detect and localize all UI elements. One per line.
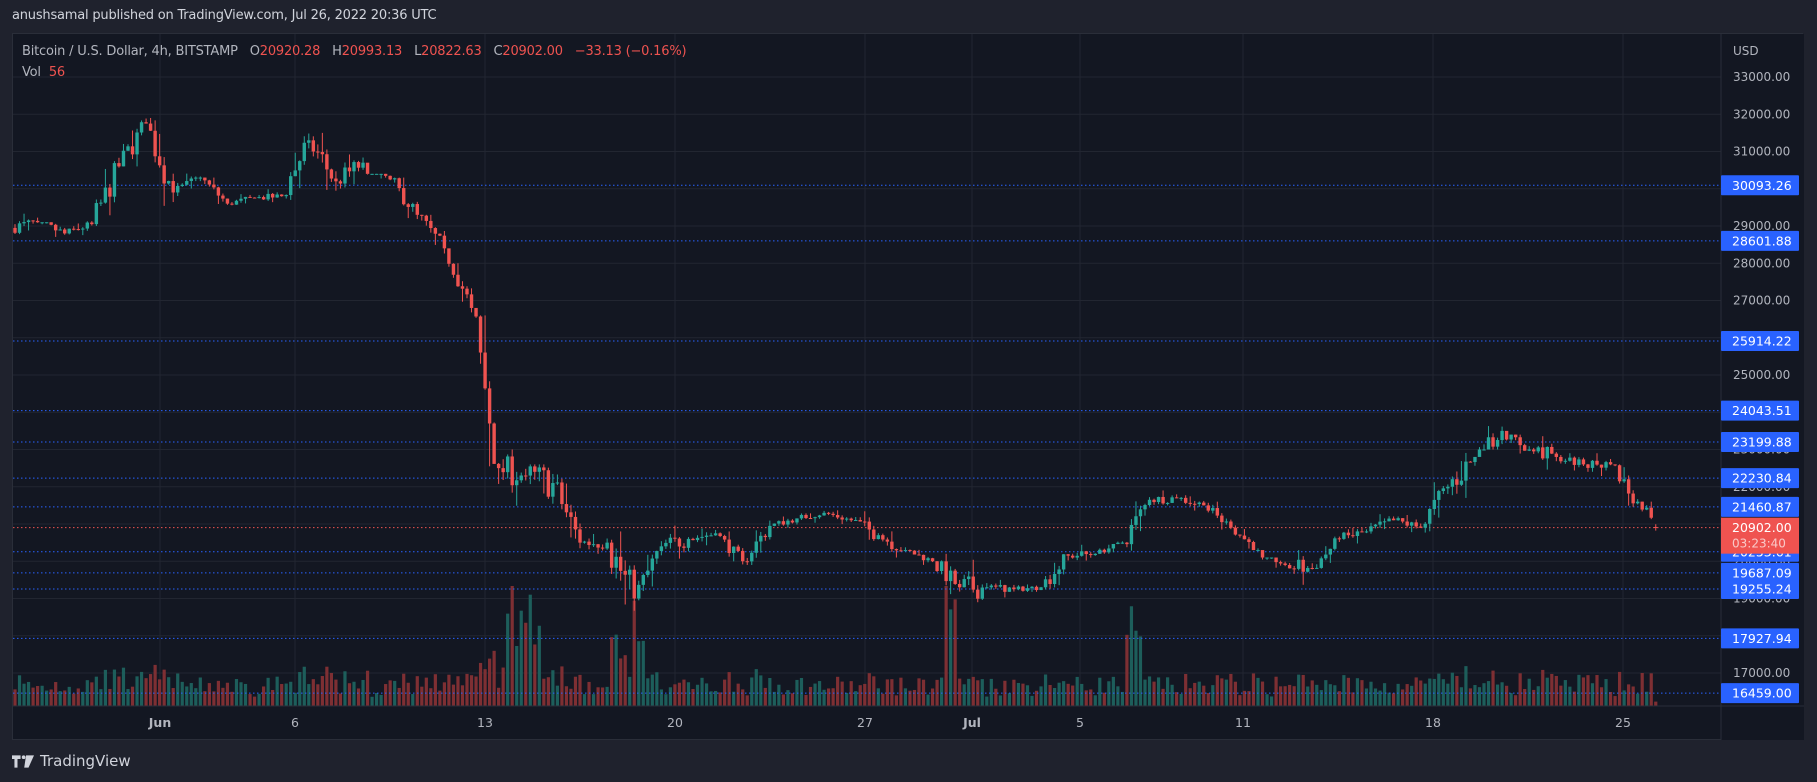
time-tick: 20 [667,715,683,730]
low-value: 20822.63 [421,44,482,59]
level-price-label[interactable]: 17927.94 [1721,628,1799,649]
time-tick: 5 [1076,715,1084,730]
change-value: −33.13 (−0.16%) [574,44,687,59]
svg-text:19687.09: 19687.09 [1732,565,1792,580]
price-tick: 31000.00 [1733,145,1790,159]
price-tick: 27000.00 [1733,294,1790,308]
svg-text:28601.88: 28601.88 [1732,233,1792,248]
open-value: 20920.28 [259,44,321,59]
high-value: 20993.13 [341,44,403,59]
volume-bars [13,586,1658,706]
close-label: C [493,44,503,59]
bar-countdown: 03:23:40 [1732,537,1786,551]
volume-value: 56 [48,65,66,80]
volume-label[interactable]: Vol [22,65,41,80]
svg-text:17927.94: 17927.94 [1732,631,1792,646]
tradingview-logo-text: TradingView [40,752,131,770]
candlesticks [13,117,1658,611]
open-label: O [249,44,260,59]
time-tick: 18 [1425,715,1441,730]
grid-lines [13,34,1721,706]
price-tick: 33000.00 [1733,70,1790,84]
close-value: 20902.00 [502,44,563,59]
svg-text:16459.00: 16459.00 [1732,686,1792,701]
current-price-label: 20902.00 03:23:40 [1721,517,1799,554]
time-axis[interactable]: Jun 6 13 20 27 Jul 5 11 18 25 [13,705,1804,730]
svg-text:22230.84: 22230.84 [1732,471,1792,486]
level-price-label[interactable]: 30093.26 [1721,175,1799,196]
symbol-title[interactable]: Bitcoin / U.S. Dollar, 4h, BITSTAMP [22,44,238,59]
volume-row: Vol 56 [22,62,686,83]
svg-text:25914.22: 25914.22 [1732,333,1792,348]
level-price-label[interactable]: 28601.88 [1721,230,1799,251]
ohlc-row: Bitcoin / U.S. Dollar, 4h, BITSTAMP O209… [22,41,687,62]
price-tick: 28000.00 [1733,256,1790,270]
level-price-label[interactable]: 23199.88 [1721,432,1799,453]
svg-text:21460.87: 21460.87 [1732,499,1792,514]
svg-text:23199.88: 23199.88 [1732,435,1792,450]
price-axis[interactable]: USD33000.0032000.0031000.0030000.0029000… [1720,34,1804,740]
time-tick: Jun [148,715,171,730]
time-tick: 27 [857,715,873,730]
svg-text:24043.51: 24043.51 [1732,403,1792,418]
low-label: L [414,44,422,59]
level-price-label[interactable]: 16459.00 [1721,683,1799,704]
level-price-label[interactable]: 25914.22 [1721,330,1799,351]
published-by-line: anushsamal published on TradingView.com,… [12,8,437,23]
level-price-label[interactable]: 19687.09 [1721,562,1799,583]
tradingview-logo-icon [12,754,34,768]
price-tick: 17000.00 [1733,666,1790,680]
time-tick: 11 [1235,715,1251,730]
chart-canvas[interactable]: USD33000.0032000.0031000.0030000.0029000… [13,34,1804,741]
chart-panel[interactable]: USD33000.0032000.0031000.0030000.0029000… [12,33,1804,741]
svg-text:20902.00: 20902.00 [1732,520,1792,535]
time-tick: 6 [291,715,299,730]
level-price-label[interactable]: 24043.51 [1721,400,1799,421]
svg-text:30093.26: 30093.26 [1732,178,1792,193]
currency-label: USD [1733,44,1759,58]
chart-legend: Bitcoin / U.S. Dollar, 4h, BITSTAMP O209… [22,41,687,83]
time-tick: Jul [962,715,981,730]
level-price-label[interactable]: 19255.24 [1721,578,1799,599]
high-label: H [332,44,342,59]
time-tick: 13 [477,715,493,730]
svg-text:19255.24: 19255.24 [1732,581,1792,596]
level-price-label[interactable]: 22230.84 [1721,468,1799,489]
time-tick: 25 [1615,715,1631,730]
horizontal-levels[interactable] [13,184,1721,694]
price-tick: 32000.00 [1733,107,1790,121]
tradingview-logo[interactable]: TradingView [12,752,131,770]
level-price-label[interactable]: 21460.87 [1721,496,1799,517]
price-tick: 29000.00 [1733,219,1790,233]
price-tick: 25000.00 [1733,368,1790,382]
